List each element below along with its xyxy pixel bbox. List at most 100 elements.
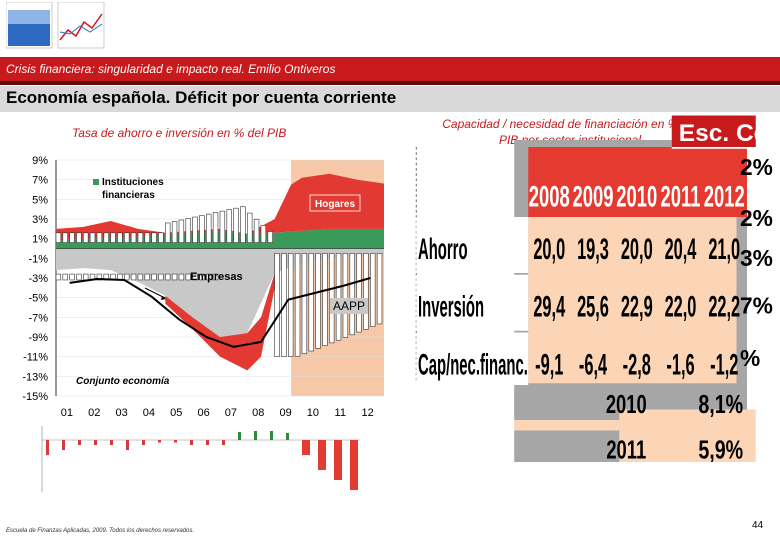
edge-value: % (740, 345, 760, 371)
x-tick-label: 02 (88, 407, 100, 419)
mini-chart-bg (30, 422, 370, 498)
table-cell: 25,6 (577, 291, 609, 324)
instituciones-label: Instituciones (102, 177, 164, 188)
x-tick-label: 07 (225, 407, 237, 419)
mini-bar-chart (30, 422, 370, 498)
edge-value: 3% (740, 245, 773, 271)
table-cell: -2,8 (623, 348, 651, 381)
table-value-area (528, 217, 737, 384)
table-cell: -1,2 (710, 348, 738, 381)
x-tick-label: 12 (361, 407, 373, 419)
aapp-bar (151, 273, 157, 281)
edge-value: 2% (740, 154, 773, 180)
empresas-area (56, 248, 384, 337)
row-label-bg (416, 217, 529, 273)
aapp-bar (178, 273, 185, 281)
mini-bar (238, 432, 241, 440)
aapp-bar (103, 232, 109, 243)
mini-bar (110, 440, 113, 445)
aapp-bar (370, 253, 376, 327)
table-cell: 20,4 (665, 233, 697, 266)
aapp-bar (376, 253, 383, 325)
mini-bar (190, 440, 193, 445)
aapp-label: AAPP (333, 299, 365, 313)
aapp-bar (165, 273, 171, 281)
table-cell: -9,1 (535, 348, 563, 381)
aapp-bar (151, 232, 157, 243)
row-label-bg (416, 332, 529, 389)
y-tick-label: -1% (28, 253, 48, 265)
aapp-bar (288, 253, 294, 357)
mini-bar (334, 440, 342, 480)
instituciones-legend-swatch (93, 179, 99, 185)
table-cell: 22,9 (621, 291, 653, 324)
right-chart-title-line1: Capacidad / necesidad de financiación en… (442, 117, 698, 131)
aapp-bar (144, 232, 150, 243)
aapp-bar (83, 232, 89, 243)
x-tick-label: 03 (115, 407, 127, 419)
y-tick-label: -3% (28, 273, 48, 285)
x-tick-label: 11 (335, 407, 346, 419)
aapp-bar (274, 253, 280, 357)
aapp-bar (137, 232, 144, 243)
slide-title: Economía española. Déficit por cuenta co… (6, 88, 397, 107)
aapp-bar (83, 273, 89, 281)
aapp-bar (226, 209, 232, 243)
conjunto-economia-label: Conjunto economía (76, 376, 170, 387)
esc-label: Esc. Ce (679, 120, 768, 147)
aapp-bar (253, 218, 260, 243)
mini-bar (254, 431, 257, 440)
aapp-bar (247, 212, 253, 243)
mini-bar (174, 440, 177, 443)
esc-label-red (671, 115, 756, 147)
hogares-label-box (309, 194, 361, 212)
aapp-bar (124, 273, 130, 281)
y-tick-label: 9% (32, 155, 48, 167)
page-number: 44 (752, 520, 764, 531)
x-tick-label: 10 (307, 407, 319, 419)
row-label: Inversión (418, 290, 484, 323)
y-tick-label: 1% (32, 234, 48, 246)
year-header: 2008 (529, 181, 570, 213)
x-tick-label: 05 (170, 407, 182, 419)
aapp-bar (233, 207, 239, 243)
row-label-bg (416, 274, 529, 331)
aapp-bar (185, 273, 191, 281)
aapp-bar (130, 232, 137, 243)
x-tick-label: 06 (197, 407, 209, 419)
aapp-bar (137, 273, 144, 281)
mini-bar (206, 440, 209, 445)
year-header: 2010 (616, 181, 657, 213)
mini-bar (270, 431, 273, 440)
mini-bar (46, 440, 49, 455)
table-cell: -6,4 (579, 348, 608, 381)
aapp-bar (144, 273, 150, 281)
edge-value: 2% (740, 205, 773, 231)
mini-bar (350, 440, 358, 490)
aapp-bar (171, 273, 178, 281)
header-banner-shadow (0, 81, 780, 85)
aapp-bar (62, 273, 68, 281)
aapp-bar (192, 273, 198, 281)
conjunto-economia-line (69, 277, 371, 348)
aapp-bar (349, 253, 355, 336)
aapp-bar (356, 253, 362, 333)
aapp-bar (322, 253, 328, 346)
footer-copyright: Escuela de Finanzas Aplicadas, 2009. Tod… (6, 528, 195, 534)
bottom-year: 2010 (606, 389, 647, 419)
mini-bar (126, 440, 129, 450)
aapp-bar (165, 222, 171, 243)
title-bar (0, 86, 780, 112)
table-cell: -1,6 (666, 348, 694, 381)
y-tick-label: 5% (32, 194, 48, 206)
table-cell: 21,0 (708, 233, 740, 266)
aapp-bar (69, 273, 75, 281)
table-cell: 20,0 (621, 233, 653, 266)
mini-bar (286, 433, 289, 440)
mini-bar (318, 440, 326, 470)
aapp-bar (308, 253, 314, 352)
thumbnail-charts (6, 2, 105, 49)
y-tick-label: -11% (23, 352, 48, 364)
aapp-bar (219, 210, 226, 243)
